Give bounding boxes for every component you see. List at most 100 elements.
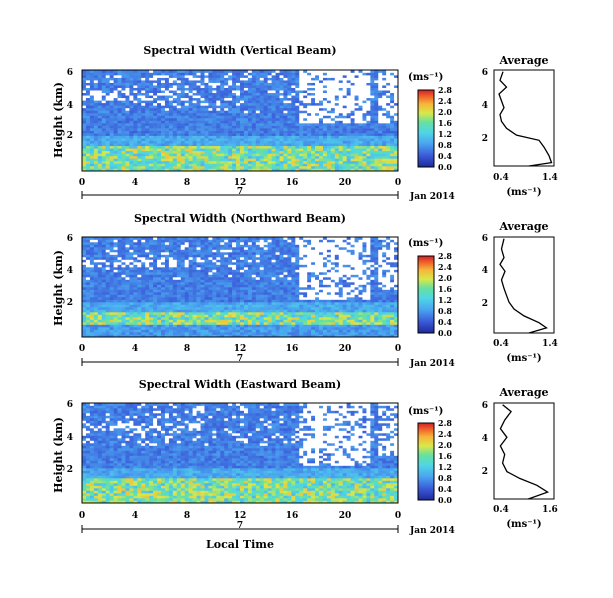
heatmap-cell — [338, 282, 343, 285]
heatmap-cell — [334, 155, 340, 159]
heatmap-cell — [366, 329, 371, 333]
heatmap-cell — [374, 309, 379, 313]
heatmap-cell — [350, 292, 355, 295]
heatmap-cell — [184, 85, 189, 88]
heatmap-cell — [93, 312, 99, 315]
heatmap-cell — [101, 304, 106, 308]
heatmap-cell — [192, 284, 197, 288]
heatmap-cell — [101, 85, 106, 88]
heatmap-cell — [338, 287, 343, 290]
heatmap-cell — [303, 87, 308, 91]
heatmap-cell — [85, 155, 91, 159]
heatmap-cell — [319, 292, 324, 295]
heatmap-cell — [89, 92, 95, 96]
heatmap-cell — [236, 77, 241, 81]
heatmap-cell — [378, 307, 383, 310]
heatmap-cell — [82, 72, 87, 76]
heatmap-cell — [366, 148, 371, 152]
heatmap-cell — [82, 115, 87, 119]
heatmap-cell — [224, 125, 229, 129]
heatmap-cell — [133, 130, 138, 134]
heatmap-cell — [180, 125, 185, 129]
heatmap-cell — [319, 309, 324, 313]
heatmap-cell — [200, 112, 205, 116]
heatmap-cell — [271, 158, 276, 162]
heatmap-cell — [378, 72, 383, 76]
heatmap-cell — [141, 153, 146, 157]
heatmap-cell — [283, 85, 288, 88]
heatmap-cell — [287, 153, 292, 157]
heatmap-cell — [93, 107, 99, 111]
heatmap-cell — [208, 115, 213, 119]
heatmap-cell — [141, 135, 146, 139]
heatmap-cell — [85, 143, 91, 147]
heatmap-cell — [224, 105, 229, 109]
heatmap-cell — [382, 312, 387, 315]
heatmap-cell — [275, 332, 280, 335]
heatmap-cell — [358, 123, 363, 126]
heatmap-cell — [283, 80, 288, 83]
colorbar-tick-labels: 0.00.40.81.21.62.02.42.8 — [438, 85, 452, 172]
heatmap-cell — [255, 332, 261, 335]
heatmap-cell — [176, 332, 182, 335]
heatmap-cell — [224, 115, 229, 119]
heatmap-cell — [208, 317, 213, 320]
heatmap-cell — [350, 302, 355, 305]
heatmap-cell — [346, 329, 351, 333]
heatmap-cell — [176, 327, 182, 330]
heatmap-cell — [358, 322, 363, 325]
heatmap-cell — [82, 307, 87, 310]
heatmap-cell — [176, 148, 182, 152]
heatmap-cell — [224, 282, 229, 285]
heatmap-cell — [354, 107, 359, 111]
heatmap-cell — [291, 155, 296, 159]
heatmap-cell — [326, 292, 332, 295]
heatmap-cell — [322, 284, 328, 288]
heatmap-cell — [97, 80, 103, 83]
heatmap-cell — [275, 163, 280, 167]
heatmap-cell — [299, 312, 304, 315]
heatmap-cell — [200, 70, 205, 73]
heatmap-cell — [370, 100, 375, 104]
heatmap-cell — [117, 145, 122, 149]
heatmap-cell — [121, 87, 126, 91]
heatmap-cell — [180, 102, 185, 106]
heatmap-cell — [188, 85, 193, 88]
heatmap-cell — [117, 284, 122, 288]
heatmap-cell — [113, 155, 118, 159]
heatmap-cell — [366, 314, 371, 318]
heatmap-cell — [105, 148, 110, 152]
heatmap-cell — [216, 322, 221, 325]
heatmap-cell — [188, 95, 193, 99]
heatmap-cell — [93, 153, 99, 157]
heatmap-cell — [362, 299, 367, 303]
heatmap-cell — [299, 82, 304, 86]
heatmap-cell — [378, 304, 383, 308]
heatmap-cell — [85, 110, 91, 114]
heatmap-cell — [117, 72, 122, 76]
heatmap-cell — [172, 145, 178, 149]
heatmap-cell — [129, 80, 134, 83]
heatmap-cell — [184, 329, 189, 333]
heatmap-cell — [176, 284, 182, 288]
heatmap-cell — [172, 282, 178, 285]
heatmap-cell — [220, 87, 225, 91]
heatmap-cell — [129, 107, 134, 111]
heatmap-cell — [303, 117, 308, 121]
heatmap-cell — [378, 165, 383, 169]
heatmap-cell — [168, 302, 174, 305]
heatmap-cell — [287, 297, 292, 300]
heatmap-cell — [330, 155, 336, 159]
heatmap-cell — [236, 72, 241, 76]
heatmap-cell — [362, 327, 367, 330]
heatmap-cell — [291, 140, 296, 144]
heatmap-cell — [291, 107, 296, 111]
heatmap-cell — [247, 153, 253, 157]
heatmap-cell — [208, 95, 213, 99]
heatmap-cell — [299, 292, 304, 295]
heatmap-cell — [192, 329, 197, 333]
heatmap-cell — [172, 102, 178, 106]
heatmap-cell — [279, 135, 284, 139]
heatmap-cell — [247, 77, 253, 81]
heatmap-cell — [133, 289, 138, 293]
